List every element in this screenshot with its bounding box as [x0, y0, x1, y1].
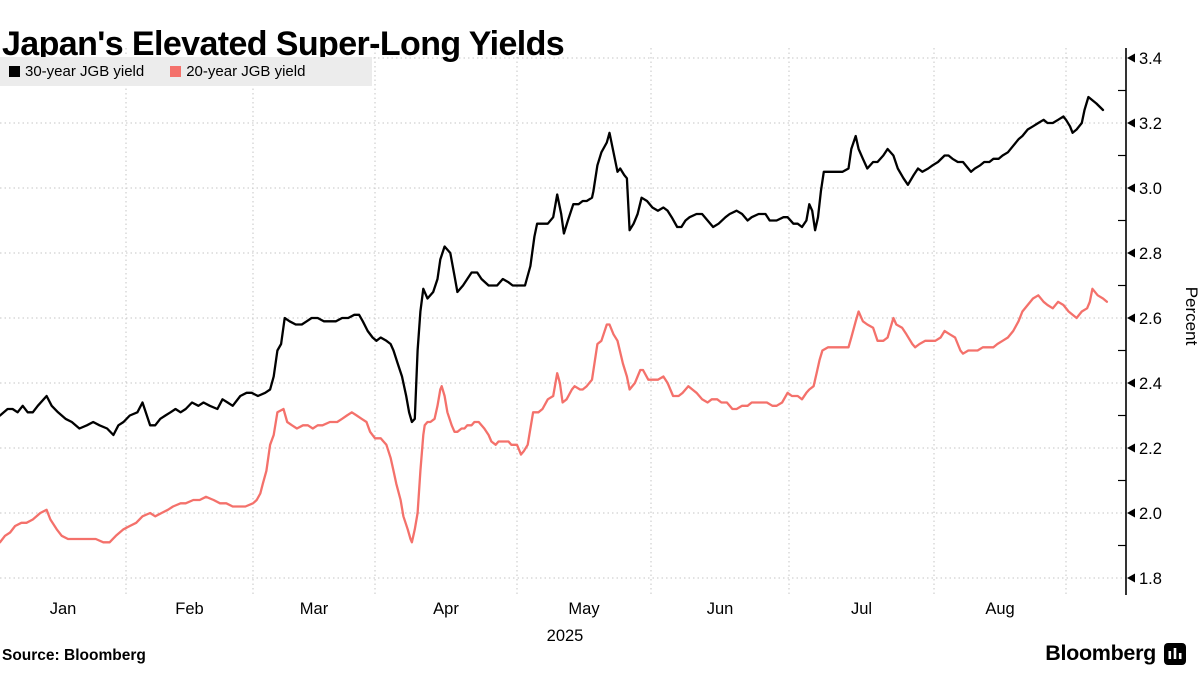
source-note: Source: Bloomberg: [2, 647, 146, 664]
chart-title: Japan's Elevated Super-Long Yields: [2, 24, 565, 63]
y-tick-marker: [1127, 248, 1135, 258]
x-tick-label-feb: Feb: [175, 600, 203, 618]
y-tick-label: 2.0: [1139, 505, 1162, 523]
y-tick-label: 3.2: [1139, 115, 1162, 133]
y-tick-label: 2.4: [1139, 375, 1162, 393]
series-line-20-year-jgb-yield: [0, 287, 1109, 544]
series-line-30-year-jgb-yield: [0, 95, 1105, 437]
legend-item-20-year: 20-year JGB yield: [170, 63, 305, 80]
x-tick-label-jan: Jan: [50, 600, 77, 618]
bar-chart-badge-icon: [1164, 642, 1186, 665]
y-tick-label: 2.8: [1139, 245, 1162, 263]
x-tick-label-mar: Mar: [300, 600, 329, 618]
y-tick-marker: [1127, 573, 1135, 583]
y-tick-label: 2.6: [1139, 310, 1162, 328]
legend-label-30-year: 30-year JGB yield: [25, 63, 145, 80]
x-tick-label-aug: Aug: [985, 600, 1014, 618]
y-tick-marker: [1127, 378, 1135, 388]
y-tick-label: 3.0: [1139, 180, 1162, 198]
y-tick-marker: [1127, 508, 1135, 518]
y-axis-title: Percent: [1182, 287, 1200, 346]
legend-label-20-year: 20-year JGB yield: [186, 63, 306, 80]
legend-swatch-20-year: [170, 66, 182, 77]
legend-swatch-30-year: [9, 66, 20, 77]
y-tick-marker: [1127, 53, 1135, 63]
y-tick-label: 3.4: [1139, 50, 1162, 68]
y-tick-marker: [1127, 443, 1135, 453]
x-tick-label-jun: Jun: [707, 600, 734, 618]
legend-item-30-year: 30-year JGB yield: [9, 63, 144, 80]
y-tick-label: 2.2: [1139, 440, 1162, 458]
x-tick-label-may: May: [568, 600, 600, 618]
x-tick-label-jul: Jul: [851, 600, 872, 618]
y-tick-marker: [1127, 313, 1135, 323]
y-tick-marker: [1127, 183, 1135, 193]
bloomberg-logo: Bloomberg: [1045, 641, 1186, 666]
y-tick-marker: [1127, 118, 1135, 128]
bloomberg-logo-text: Bloomberg: [1045, 641, 1156, 665]
x-axis-year-label: 2025: [547, 627, 584, 645]
y-tick-label: 1.8: [1139, 570, 1162, 588]
x-tick-label-apr: Apr: [433, 600, 459, 618]
legend: 30-year JGB yield 20-year JGB yield: [0, 57, 372, 86]
